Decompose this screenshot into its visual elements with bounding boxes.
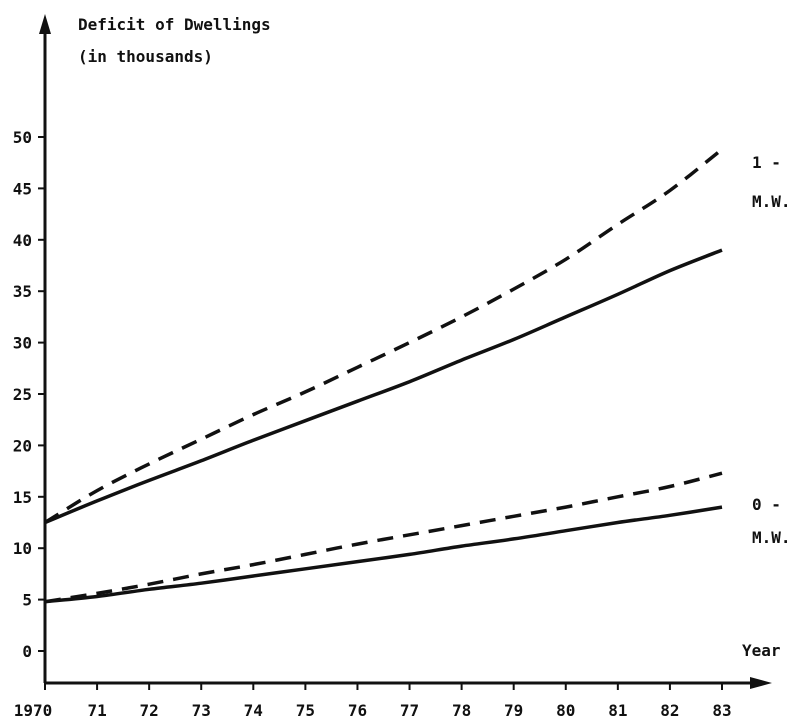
x-tick-label: 80 (556, 701, 575, 720)
y-tick-label: 10 (13, 539, 32, 558)
y-tick-label: 40 (13, 231, 32, 250)
y-tick-label: 30 (13, 334, 32, 353)
series-line-upper-dashed (44, 147, 724, 524)
y-tick-label: 35 (13, 282, 32, 301)
x-tick-label: 74 (244, 701, 263, 720)
y-tick-label: 5 (22, 591, 32, 610)
y-axis-label-line1: Deficit of Dwellings (78, 15, 271, 34)
x-tick-label: 78 (452, 701, 471, 720)
y-tick-label: 45 (13, 179, 32, 198)
x-tick-label: 72 (140, 701, 159, 720)
y-tick-label: 50 (13, 128, 32, 147)
series-layer (44, 147, 724, 604)
x-tick-label: 79 (504, 701, 523, 720)
y-axis-arrow-icon (39, 14, 51, 34)
x-tick-label: 71 (87, 701, 106, 720)
y-axis-label-line2: (in thousands) (78, 47, 213, 66)
y-axis-ticks: 0 5 10 15 20 25 30 35 40 45 50 (13, 128, 45, 661)
y-tick-label: 15 (13, 488, 32, 507)
x-axis-label: Year (742, 641, 781, 660)
y-tick-label: 25 (13, 385, 32, 404)
upper-group-unit: M.W. (752, 192, 791, 211)
lower-group-unit: M.W. (752, 528, 791, 547)
y-tick-label: 20 (13, 436, 32, 455)
y-tick-label: 0 (22, 642, 32, 661)
series-line-upper-solid (44, 248, 723, 525)
x-tick-label: 75 (296, 701, 315, 720)
x-tick-label: 83 (712, 701, 731, 720)
x-axis-ticks: 1970 71 72 73 74 75 76 77 78 79 80 81 82 83 (14, 683, 732, 720)
series-line-lower-solid (44, 505, 723, 604)
x-axis-arrow-icon (750, 677, 772, 689)
x-tick-label: 76 (348, 701, 367, 720)
x-tick-label: 77 (400, 701, 419, 720)
upper-group-label: 1 - (752, 153, 781, 172)
series-line-lower-dashed (44, 471, 723, 604)
x-tick-label: 1970 (14, 701, 53, 720)
x-tick-label: 82 (660, 701, 679, 720)
x-tick-label: 81 (608, 701, 627, 720)
lower-group-label: 0 - (752, 495, 781, 514)
x-tick-label: 73 (192, 701, 211, 720)
